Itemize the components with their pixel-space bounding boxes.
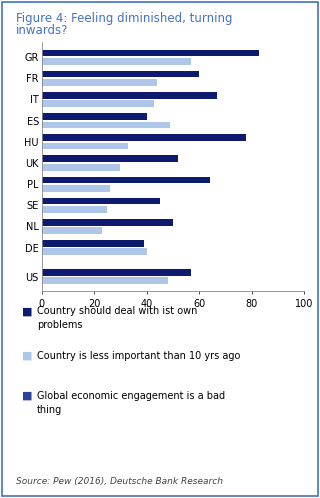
Bar — [42, 71, 199, 77]
Bar — [42, 164, 120, 170]
Bar — [42, 101, 155, 107]
Bar — [42, 134, 246, 141]
Text: thing: thing — [37, 405, 62, 415]
Bar — [42, 176, 210, 183]
Text: inwards?: inwards? — [16, 24, 68, 37]
Bar — [42, 198, 160, 204]
Bar — [42, 227, 102, 234]
Text: Source: Pew (2016), Deutsche Bank Research: Source: Pew (2016), Deutsche Bank Resear… — [16, 477, 223, 486]
Text: ■: ■ — [22, 391, 33, 401]
Bar — [42, 240, 144, 247]
Bar — [42, 58, 191, 65]
Bar — [42, 249, 147, 255]
Bar — [42, 50, 260, 56]
Bar — [42, 142, 128, 149]
Text: Country is less important than 10 yrs ago: Country is less important than 10 yrs ag… — [37, 351, 240, 361]
Text: Global economic engagement is a bad: Global economic engagement is a bad — [37, 391, 225, 401]
Text: ■: ■ — [22, 306, 33, 316]
Bar — [42, 185, 110, 192]
Text: Country should deal with ist own: Country should deal with ist own — [37, 306, 197, 316]
Bar — [42, 219, 173, 226]
Bar — [42, 113, 147, 120]
Text: problems: problems — [37, 320, 82, 330]
Bar — [42, 92, 217, 99]
Bar — [42, 206, 107, 213]
Bar — [42, 122, 170, 128]
Text: Figure 4: Feeling diminished, turning: Figure 4: Feeling diminished, turning — [16, 12, 233, 25]
Bar — [42, 269, 191, 275]
Bar — [42, 155, 178, 162]
Text: ■: ■ — [22, 351, 33, 361]
Bar — [42, 79, 157, 86]
Bar — [42, 277, 168, 284]
